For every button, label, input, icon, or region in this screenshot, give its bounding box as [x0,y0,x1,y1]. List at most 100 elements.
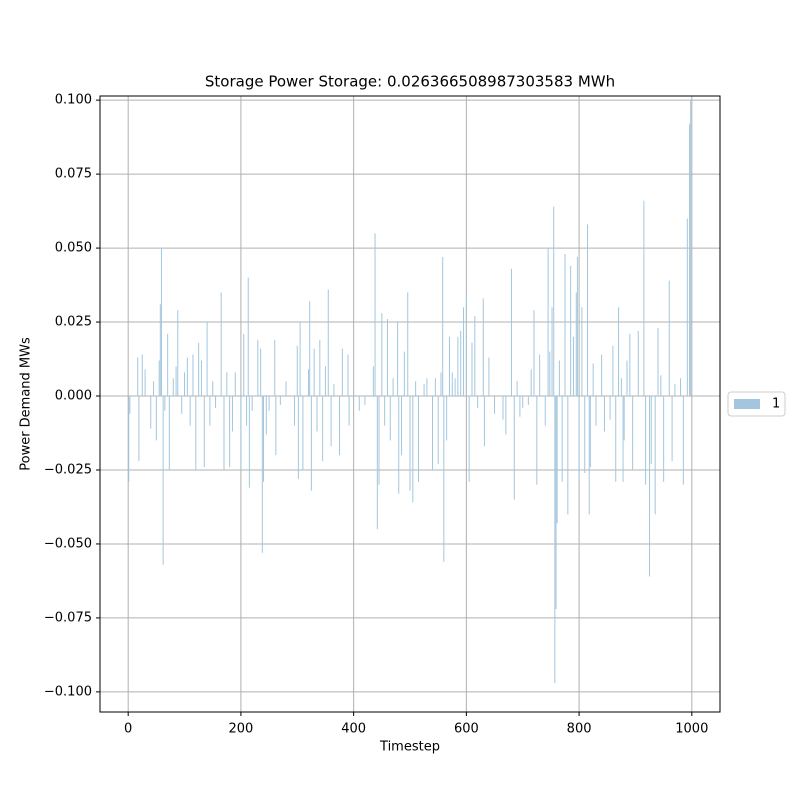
bar [339,396,341,456]
bar [468,396,470,482]
bar [155,396,157,441]
bar [674,384,676,397]
x-tick-label: 0 [124,722,132,737]
bar [299,322,301,397]
bar [645,396,647,485]
bar [434,378,436,397]
bar [623,396,625,441]
bar [167,333,169,397]
bar [409,396,411,491]
bar [322,396,324,462]
bar [494,396,496,414]
bar [316,396,318,432]
bar [680,378,682,397]
bar [392,378,394,397]
bar [257,339,259,397]
bar [482,298,484,397]
bar [389,396,391,441]
bar [510,268,512,397]
bar [251,396,253,411]
x-tick-label: 600 [454,722,479,737]
bar [539,354,541,397]
bar [381,313,383,397]
bar [150,396,152,429]
bar [626,360,628,397]
bar [451,372,453,397]
bar [463,307,465,397]
bar [471,342,473,397]
bar [229,396,231,468]
bar [575,292,577,397]
bar [555,396,557,610]
chart-title: Storage Power Storage: 0.026366508987303… [205,73,615,91]
bar [231,396,233,432]
bar [553,206,555,397]
legend-label: 1 [772,397,780,412]
bar [668,280,670,397]
bar [443,396,445,562]
bar [657,327,659,397]
bar [595,396,597,426]
bar [527,396,529,405]
bar [313,348,315,397]
bar [129,396,131,414]
bar [198,342,200,397]
bar [570,265,572,397]
bar [347,354,349,397]
bar [502,396,504,420]
bar [364,396,366,405]
bar [403,351,405,397]
bar [268,396,270,411]
bar [505,396,507,435]
bar [215,396,217,408]
bar [279,396,281,405]
bar [415,381,417,397]
bar [397,322,399,397]
bar [302,396,304,470]
bar [223,396,225,470]
bar [260,348,262,397]
bar [324,366,326,397]
bar [554,396,556,684]
bar [310,396,312,491]
bar [386,319,388,397]
bar [226,372,228,397]
bar [144,369,146,397]
bar [248,396,250,488]
bar [275,396,277,456]
bar [513,396,515,500]
bar [160,248,162,397]
bar [629,333,631,397]
bar [618,307,620,397]
x-tick-label: 200 [228,722,253,737]
bar [551,307,553,397]
y-tick-label: −0.025 [44,462,92,477]
bar [663,396,665,482]
y-tick-label: 0.100 [55,93,92,108]
bar [649,396,651,577]
bar [576,256,578,397]
bar [578,396,580,482]
bar [192,354,194,397]
bar [330,396,332,447]
y-tick-label: 0.000 [55,389,92,404]
bar [247,277,249,397]
bar [457,336,459,397]
bar [374,233,376,397]
bar [660,375,662,397]
bar [483,396,485,447]
bar [637,330,639,397]
bar [212,381,214,397]
bar [384,396,386,426]
bar [372,366,374,397]
bar [558,360,560,397]
bar [175,366,177,397]
bar [243,333,245,397]
bar [609,396,611,420]
bar [516,381,518,397]
bar [432,396,434,470]
bar [195,396,197,470]
bar [689,123,691,397]
